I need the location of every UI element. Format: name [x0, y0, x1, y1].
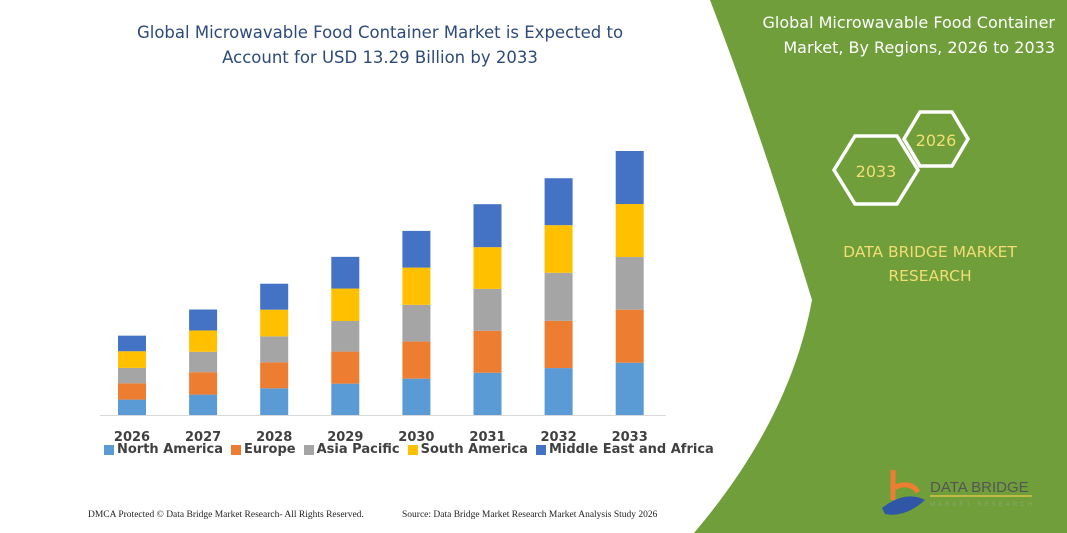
bar-segment-2028-0	[260, 388, 289, 415]
bar-segment-2033-4	[615, 151, 644, 205]
bar-segment-2029-0	[331, 383, 360, 415]
x-tick-label: 2029	[327, 430, 363, 445]
bar-segment-2028-3	[260, 309, 289, 337]
bar-segment-2032-1	[544, 320, 573, 369]
legend-swatch	[104, 444, 114, 455]
bar-segment-2026-3	[118, 351, 146, 368]
bar-segment-2033-2	[615, 257, 644, 310]
chart-title: Global Microwavable Food Container Marke…	[100, 20, 660, 70]
bar-segment-2028-1	[260, 362, 289, 389]
x-tick-label: 2026	[114, 430, 150, 445]
title-line-2: Account for USD 13.29 Billion by 2033	[222, 48, 538, 67]
legend-label: Middle East and Africa	[548, 442, 714, 457]
bar-segment-2031-4	[473, 204, 502, 248]
chart-legend: North America Europe Asia Pacific South …	[104, 442, 714, 457]
bar-segment-2026-4	[118, 335, 146, 352]
legend-label: Asia Pacific	[316, 442, 400, 457]
bar-segment-2027-1	[189, 372, 218, 395]
x-tick-label: 2031	[469, 430, 505, 445]
stacked-bar-chart: 2026 2027 2028 2029 2030 2031 2032 2033	[114, 151, 648, 445]
legend-swatch	[303, 444, 314, 455]
legend-swatch	[535, 444, 546, 455]
bar-segment-2030-4	[402, 230, 431, 268]
side-title-line-2: Market, By Regions, 2026 to 2033	[783, 38, 1055, 57]
bar-segment-2026-2	[118, 367, 146, 384]
bar-segment-2029-4	[331, 256, 360, 289]
hexagon-2026	[901, 110, 971, 168]
x-tick-label: 2032	[541, 430, 577, 445]
copyright-text: DMCA Protected © Data Bridge Market Rese…	[88, 510, 364, 520]
x-tick-label: 2028	[256, 430, 292, 445]
bar-segment-2031-0	[473, 372, 502, 415]
legend-item: Asia Pacific	[303, 442, 400, 457]
legend-item: Europe	[231, 442, 296, 457]
logo-subtext: MARKET RESEARCH	[930, 502, 1035, 508]
legend-label: North America	[117, 442, 223, 457]
brand-line-1: DATA BRIDGE MARKET	[843, 243, 1017, 261]
side-panel-title: Global Microwavable Food Container Marke…	[715, 10, 1055, 60]
bar-segment-2027-3	[189, 330, 218, 352]
legend-swatch	[407, 444, 418, 455]
bar-segment-2027-4	[189, 309, 218, 331]
bar-segment-2026-0	[118, 399, 146, 415]
logo-text: DATA BRIDGE	[930, 479, 1029, 496]
hex-2026-label: 2026	[916, 131, 957, 150]
bar-segment-2030-3	[402, 267, 431, 305]
bar-segment-2032-4	[544, 178, 573, 226]
data-bridge-logo: DATA BRIDGE MARKET RESEARCH	[882, 470, 1035, 515]
brand-line-2: RESEARCH	[888, 267, 972, 285]
legend-item: Middle East and Africa	[535, 442, 714, 457]
title-line-1: Global Microwavable Food Container Marke…	[136, 23, 624, 42]
bar-segment-2028-2	[260, 336, 289, 363]
bar-segment-2026-1	[118, 383, 146, 400]
bar-segment-2033-3	[615, 204, 644, 258]
bar-segment-2033-1	[615, 309, 644, 363]
bar-segment-2032-0	[544, 368, 573, 415]
x-tick-label: 2027	[185, 430, 221, 445]
bar-segment-2028-4	[260, 283, 289, 310]
bar-segment-2029-1	[331, 351, 360, 384]
bar-segment-2027-0	[189, 394, 218, 415]
bar-segment-2030-1	[402, 341, 431, 379]
hexagon-2033	[831, 134, 921, 206]
legend-label: South America	[420, 442, 528, 457]
bar-segment-2031-1	[473, 330, 502, 373]
bar-segment-2031-3	[473, 247, 502, 289]
bar-segment-2030-0	[402, 378, 431, 415]
legend-label: Europe	[244, 442, 296, 457]
x-tick-label: 2033	[612, 430, 648, 445]
bar-segment-2027-2	[189, 351, 218, 373]
bar-segment-2032-2	[544, 272, 573, 321]
side-title-line-1: Global Microwavable Food Container	[762, 13, 1055, 32]
source-text: Source: Data Bridge Market Research Mark…	[402, 510, 658, 520]
bar-segment-2031-2	[473, 288, 502, 331]
bar-segment-2029-2	[331, 320, 360, 352]
legend-item: North America	[104, 442, 223, 457]
legend-item: South America	[407, 442, 528, 457]
green-panel	[694, 0, 1067, 533]
bar-segment-2032-3	[544, 225, 573, 273]
bar-segment-2030-2	[402, 304, 431, 342]
brand-name: DATA BRIDGE MARKET RESEARCH	[810, 240, 1050, 288]
bar-segment-2029-3	[331, 288, 360, 321]
hex-2033-label: 2033	[856, 162, 897, 181]
bar-segment-2033-0	[615, 362, 644, 415]
x-tick-label: 2030	[398, 430, 434, 445]
legend-swatch	[231, 444, 241, 455]
